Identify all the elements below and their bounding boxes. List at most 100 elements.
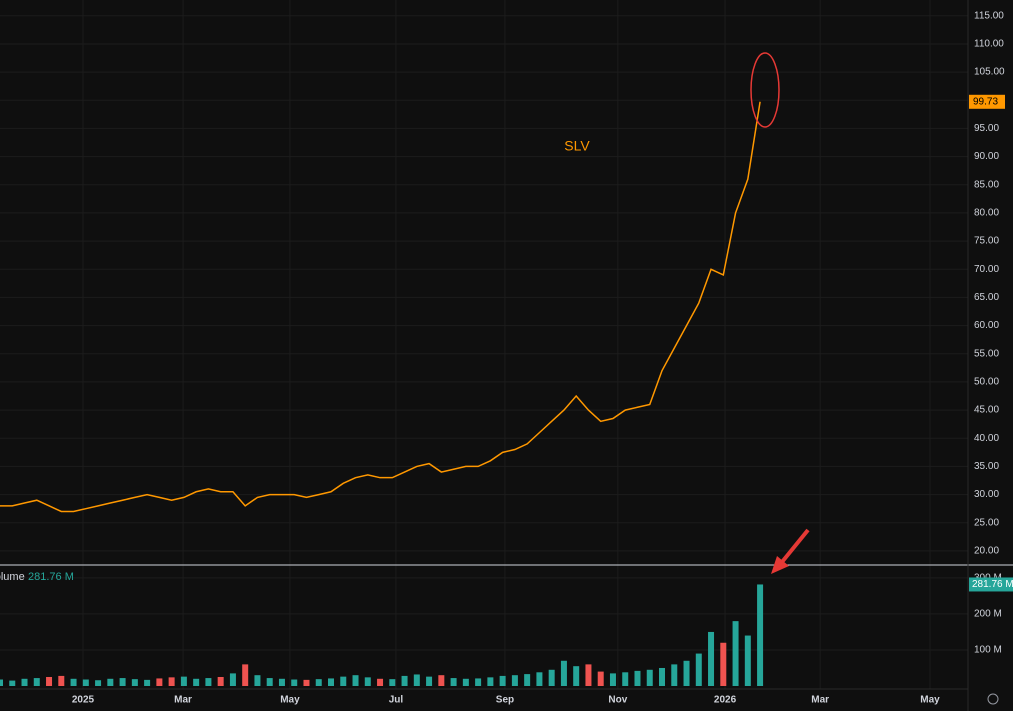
volume-bar [597, 671, 604, 686]
y-tick-label: 110.00 [974, 39, 1004, 50]
price-tag-label: 99.73 [973, 96, 998, 107]
volume-bar [462, 678, 469, 686]
x-tick-label: Mar [174, 695, 192, 706]
volume-bar [107, 678, 114, 686]
volume-bar [180, 676, 187, 686]
y-tick-label: 80.00 [974, 208, 999, 219]
volume-bar [144, 679, 151, 686]
y-tick-label: 60.00 [974, 320, 999, 331]
settings-icon[interactable] [987, 693, 999, 705]
volume-bar [671, 664, 678, 686]
price-line [0, 101, 761, 513]
volume-bar [9, 680, 16, 686]
y-tick-label: 95.00 [974, 123, 999, 134]
y-tick-label: 75.00 [974, 236, 999, 247]
volume-bar [450, 678, 457, 686]
volume-bar [242, 664, 249, 686]
volume-bar [475, 678, 482, 686]
volume-bar [377, 678, 384, 686]
volume-tag-label: 281.76 M [972, 579, 1013, 590]
x-tick-label: Jul [389, 695, 404, 706]
volume-bar [720, 642, 727, 686]
volume-bar [352, 675, 359, 686]
volume-bar [315, 679, 322, 686]
x-tick-label: May [280, 695, 300, 706]
volume-bar [254, 675, 261, 686]
volume-bar [536, 672, 543, 686]
volume-bar [95, 680, 102, 686]
y-tick-label: 20.00 [974, 546, 999, 557]
volume-bar [291, 679, 298, 686]
volume-bar [168, 677, 175, 686]
y-tick-label: 90.00 [974, 151, 999, 162]
y-tick-label: 115.00 [974, 10, 1004, 21]
volume-title: Volume [0, 571, 25, 583]
volume-bar [609, 673, 616, 686]
arrow-head [771, 556, 789, 574]
volume-bar [303, 679, 310, 686]
y-tick-label: 45.00 [974, 405, 999, 416]
volume-bar [499, 675, 506, 686]
volume-bar [585, 664, 592, 686]
volume-bar [573, 666, 580, 686]
volume-bar [683, 660, 690, 686]
y-tick-label: 100 M [974, 645, 1002, 656]
volume-bar [119, 678, 126, 686]
y-tick-label: 25.00 [974, 517, 999, 528]
volume-bar [278, 678, 285, 686]
volume-bar [634, 670, 641, 686]
y-tick-label: 65.00 [974, 292, 999, 303]
volume-bar [757, 584, 764, 686]
y-tick-label: 30.00 [974, 489, 999, 500]
x-tick-label: Mar [811, 695, 829, 706]
volume-bar [217, 676, 224, 686]
volume-tag [969, 577, 1013, 592]
volume-bar [58, 675, 65, 686]
y-tick-label: 85.00 [974, 179, 999, 190]
volume-bar [131, 679, 138, 686]
volume-bar [744, 635, 751, 686]
x-tick-label: May [920, 695, 940, 706]
y-tick-label: 35.00 [974, 461, 999, 472]
grid [0, 0, 968, 689]
volume-bar [33, 678, 40, 686]
volume-bar [82, 679, 89, 686]
price-tag [969, 94, 1005, 109]
x-tick-label: 2025 [72, 695, 95, 706]
volume-bar [413, 674, 420, 686]
x-tick-label: Nov [608, 695, 627, 706]
volume-bar [21, 678, 28, 686]
volume-bar [548, 669, 555, 686]
volume-bar [266, 678, 273, 686]
volume-bar [622, 672, 629, 686]
symbol-label: SLV [564, 138, 590, 154]
volume-bar [156, 678, 163, 686]
y-tick-label: 70.00 [974, 264, 999, 275]
volume-bar [659, 667, 666, 686]
highlight-ellipse [750, 52, 780, 128]
volume-bar [695, 653, 702, 686]
volume-bar [0, 679, 3, 686]
marks [0, 101, 764, 686]
volume-bar [511, 675, 518, 686]
y-tick-label: 105.00 [974, 67, 1005, 78]
x-tick-label: Sep [496, 695, 514, 706]
volume-bar [70, 678, 77, 686]
volume-bar [732, 621, 739, 686]
volume-bar [438, 675, 445, 686]
volume-bar [401, 675, 408, 686]
volume-bar [46, 676, 53, 686]
volume-bar [646, 669, 653, 686]
y-tick-label: 40.00 [974, 433, 999, 444]
y-tick-label: 200 M [974, 609, 1002, 620]
x-tick-label: 2026 [714, 695, 737, 706]
volume-bar [328, 678, 335, 686]
volume-value: 281.76 M [28, 571, 74, 583]
volume-bar [560, 660, 567, 686]
y-tick-label: 50.00 [974, 377, 999, 388]
volume-bar [389, 679, 396, 686]
volume-bar [487, 677, 494, 686]
